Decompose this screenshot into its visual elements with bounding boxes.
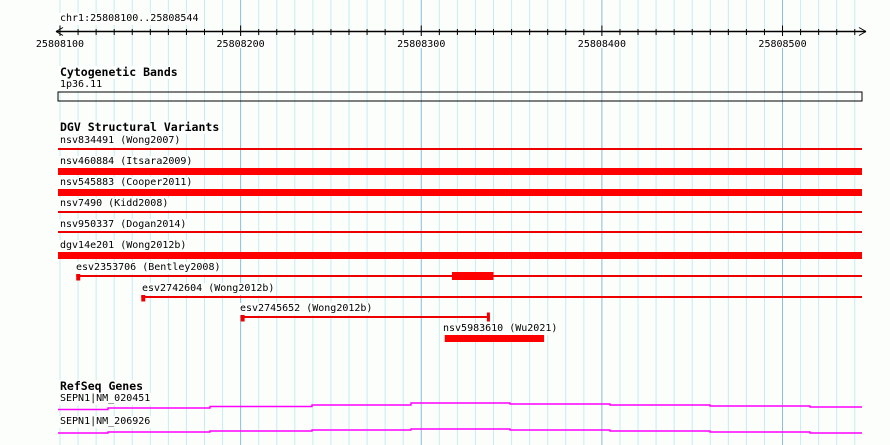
- gene-model-NM_020451[interactable]: [58, 402, 862, 411]
- variant-label-nsv545883[interactable]: nsv545883 (Cooper2011): [59, 177, 194, 189]
- ruler-tick-label: 25808100: [36, 39, 84, 50]
- variant-glyph-esv2353706-start-cap[interactable]: [76, 271, 81, 281]
- ruler-arrow-right: [858, 27, 867, 36]
- variant-glyph-esv2742604-start-cap[interactable]: [141, 292, 146, 302]
- section-title-dgv-structural-variants: DGV Structural Variants: [59, 120, 221, 134]
- variant-glyph-nsv7490[interactable]: [58, 211, 862, 213]
- variant-label-nsv950337[interactable]: nsv950337 (Dogan2014): [59, 219, 188, 231]
- ruler-tick-label-bg: [35, 36, 85, 48]
- variant-label-nsv5983610[interactable]: nsv5983610 (Wu2021): [442, 323, 559, 335]
- variant-glyph-nsv834491[interactable]: [58, 148, 862, 150]
- variant-glyph-esv2745652-end-cap[interactable]: [486, 312, 490, 322]
- gene-label-nm-020451[interactable]: SEPN1|NM_020451: [59, 393, 152, 405]
- gene-label-nm-206926[interactable]: SEPN1|NM_206926: [59, 416, 152, 428]
- variant-glyph-nsv950337[interactable]: [58, 231, 862, 233]
- ruler-tick-label-bg: [396, 36, 447, 48]
- variant-glyph-dgv14e201[interactable]: [58, 252, 862, 259]
- ruler-tick-label: 25808400: [578, 39, 626, 50]
- variant-label-nsv834491[interactable]: nsv834491 (Wong2007): [59, 135, 182, 147]
- ruler-tick-label: 25808500: [758, 39, 806, 50]
- region-title: chr1:25808100..25808544: [59, 13, 200, 25]
- ruler-tick-label-bg: [757, 36, 808, 48]
- variant-label-nsv460884[interactable]: nsv460884 (Itsara2009): [59, 156, 194, 168]
- gene-model-NM_206926[interactable]: [58, 428, 862, 434]
- cytoband-name: 1p36.11: [59, 79, 104, 91]
- cytoband-glyph-1p36-11[interactable]: [57, 91, 863, 102]
- variant-label-esv2745652[interactable]: esv2745652 (Wong2012b): [239, 303, 374, 315]
- variant-glyph-nsv5983610[interactable]: [444, 335, 545, 342]
- variant-glyph-esv2353706-inner-box[interactable]: [451, 272, 494, 280]
- ruler-tick-label: 25808300: [397, 39, 445, 50]
- ruler-tick-label-bg: [215, 36, 266, 48]
- section-title-cytogenetic-bands: Cytogenetic Bands: [59, 65, 179, 79]
- variant-glyph-esv2745652[interactable]: [240, 316, 490, 318]
- variant-glyph-nsv460884[interactable]: [58, 168, 862, 175]
- variant-label-esv2742604[interactable]: esv2742604 (Wong2012b): [141, 283, 276, 295]
- section-title-refseq-genes: RefSeq Genes: [59, 379, 145, 393]
- variant-glyph-esv2742604[interactable]: [141, 296, 862, 298]
- ruler-tick-label-bg: [576, 36, 627, 48]
- variant-glyph-esv2745652-start-cap[interactable]: [240, 312, 245, 322]
- variant-label-esv2353706[interactable]: esv2353706 (Bentley2008): [75, 262, 222, 274]
- variant-label-nsv7490[interactable]: nsv7490 (Kidd2008): [59, 198, 170, 210]
- ruler-tick-label: 25808200: [217, 39, 265, 50]
- variant-label-dgv14e201[interactable]: dgv14e201 (Wong2012b): [59, 240, 188, 252]
- variant-glyph-nsv545883[interactable]: [58, 189, 862, 196]
